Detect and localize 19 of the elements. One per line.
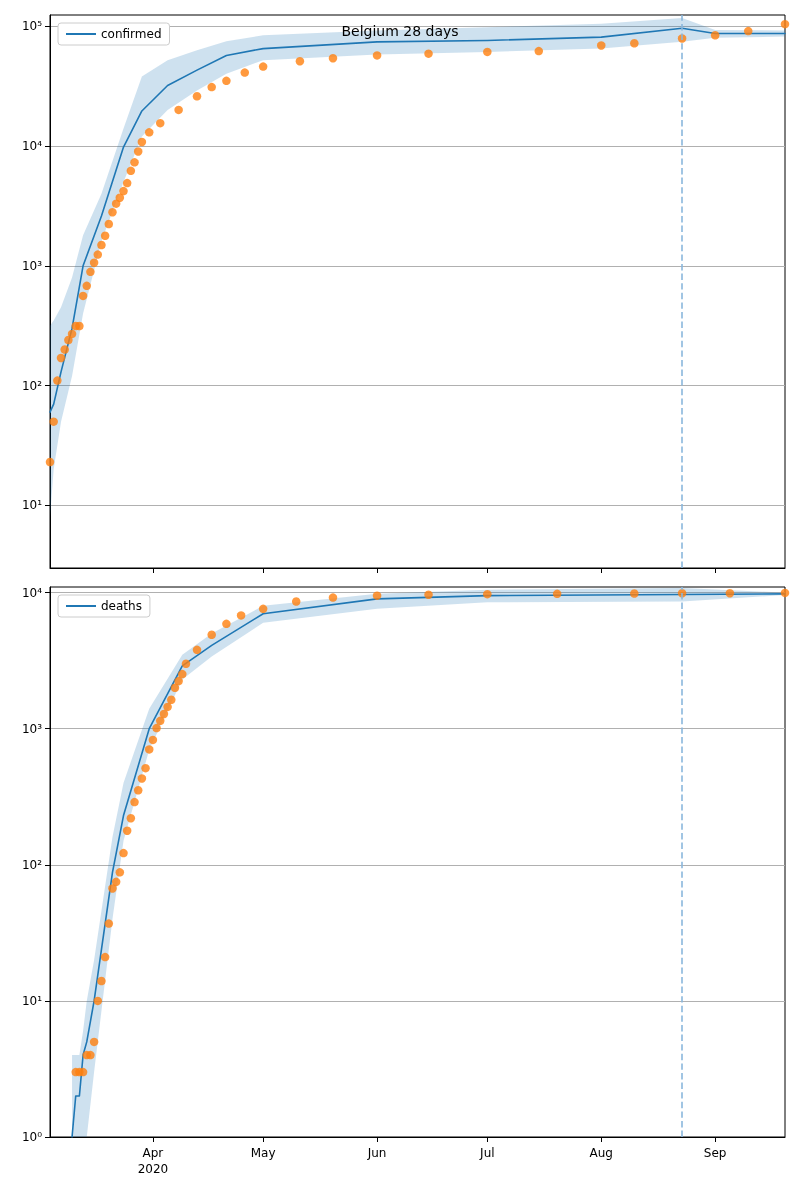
y-tick-label: 10⁵ — [21, 19, 43, 34]
y-tick-label: 10¹ — [21, 498, 43, 513]
x-tick-label: Sep — [703, 1146, 727, 1160]
text: Belgium 28 days — [341, 23, 459, 39]
x-tick-label: Jul — [479, 1146, 495, 1160]
y-tick-label: 10⁰ — [21, 1130, 43, 1144]
y-tick-label: 10³ — [21, 258, 43, 273]
legend-label: deaths — [101, 599, 142, 613]
y-tick-label: 10² — [21, 857, 43, 872]
x-tick-label: Aug — [589, 1146, 613, 1160]
y-tick-label: 10² — [21, 378, 43, 393]
y-tick-label: 10¹ — [21, 993, 43, 1008]
y-tick-label: 10⁴ — [21, 585, 43, 600]
y-tick-label: 10³ — [21, 721, 43, 736]
x-tick-label: Jun — [366, 1146, 387, 1160]
legend-label: confirmed — [101, 27, 162, 41]
x-tick-label: Apr 2020 — [137, 1146, 169, 1176]
x-tick-label: May — [250, 1146, 276, 1160]
y-tick-label: 10⁴ — [21, 138, 43, 153]
